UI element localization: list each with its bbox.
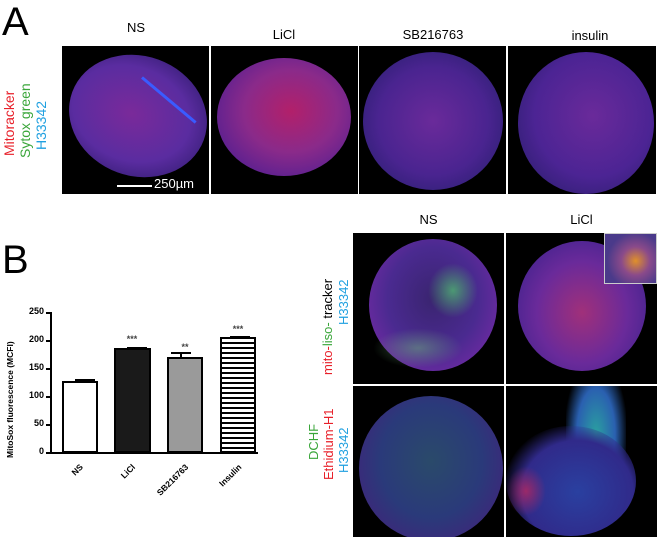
row1-h33342-label: H33342	[336, 279, 351, 325]
stain-label-mitotracker: Mitoracker	[1, 90, 17, 156]
y-axis-label: MitoSox fluorescence (MCFI)	[5, 341, 15, 458]
panel-a-title-ns: NS	[126, 20, 146, 35]
panel-b-letter: B	[2, 238, 29, 282]
panel-b-title-licl: LiCl	[570, 212, 593, 227]
x-axis	[50, 452, 258, 454]
micrograph-a-insulin	[508, 46, 656, 194]
y-tick-150: 150	[28, 362, 44, 372]
row2-h33342-label: H33342	[336, 427, 351, 473]
sig-sb216763: **	[181, 342, 189, 352]
panel-a-title-sb216763: SB216763	[402, 27, 464, 42]
inset-zoom	[604, 233, 657, 284]
stain-label-h33342: H33342	[33, 100, 49, 150]
y-tick-250: 250	[28, 306, 44, 316]
bar-sb216763	[167, 357, 203, 453]
bar-licl	[114, 348, 151, 453]
y-tick-200: 200	[28, 334, 44, 344]
scale-bar	[117, 185, 152, 187]
bar-ns	[62, 381, 98, 453]
panel-b-title-ns: NS	[419, 212, 438, 227]
micrograph-b-licl-mitoliso	[506, 233, 657, 384]
row2-dchf-label: DCHF	[306, 423, 321, 460]
x-label-insulin: Insulin	[216, 462, 244, 489]
stain-label-sytox: Sytox green	[17, 83, 33, 158]
bar-insulin	[220, 337, 256, 453]
micrograph-b-licl-dchf	[506, 386, 657, 537]
y-axis	[50, 312, 52, 454]
mitosox-bar-chart: MitoSox fluorescence (MCFI) 250 200 150 …	[0, 300, 258, 500]
scale-bar-label: 250µm	[154, 176, 195, 191]
panel-a-title-licl: LiCl	[272, 27, 296, 42]
micrograph-b-ns-mitoliso	[353, 233, 504, 384]
sig-insulin: ***	[232, 324, 244, 334]
x-label-licl: LiCl	[118, 462, 138, 481]
sig-licl: ***	[126, 334, 138, 344]
panel-a-letter: A	[2, 0, 29, 44]
x-label-ns: NS	[69, 462, 86, 478]
x-label-sb216763: SB216763	[154, 462, 191, 498]
y-tick-50: 50	[33, 418, 44, 428]
row1-stain-label: mito-liso- tracker	[320, 245, 335, 375]
y-tick-100: 100	[28, 390, 44, 400]
micrograph-b-ns-dchf	[353, 386, 504, 537]
micrograph-a-ns: 250µm	[62, 46, 209, 194]
row2-ethidium-label: Ethidium-H1	[321, 408, 336, 480]
panel-a-title-insulin: insulin	[571, 28, 609, 43]
label-tracker: tracker	[320, 278, 335, 319]
micrograph-a-sb216763	[359, 46, 506, 194]
y-tick-0: 0	[38, 446, 44, 456]
label-liso: liso-	[320, 322, 335, 347]
micrograph-a-licl	[211, 46, 358, 194]
label-mito: mito-	[320, 346, 335, 375]
